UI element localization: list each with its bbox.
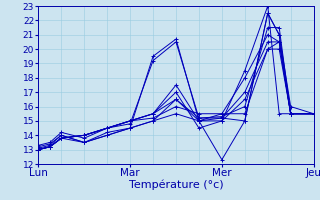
X-axis label: Température (°c): Température (°c) <box>129 180 223 190</box>
